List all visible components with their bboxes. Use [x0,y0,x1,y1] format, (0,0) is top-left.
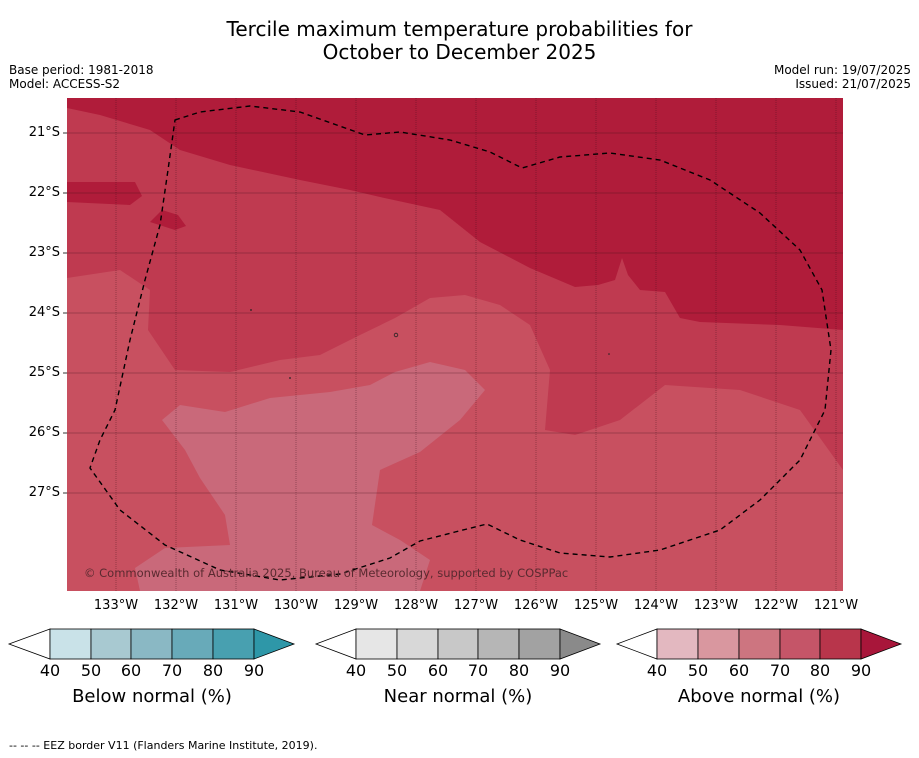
lon-label-127w: 127°W [453,598,499,613]
island-marker [393,332,399,338]
colorbar-near [314,628,602,660]
lon-label-122w: 122°W [753,598,799,613]
lon-label-125w: 125°W [573,598,619,613]
island-marker [608,353,610,355]
lat-label-27s: 27°S [28,485,60,500]
region-80-90-lobe [67,182,142,205]
model-name: Model: ACCESS-S2 [9,77,121,91]
cb-below-seg-1 [49,628,92,660]
cb-near-low-arrow [314,628,357,660]
cb-below-tick: 80 [202,661,224,680]
cb-above-tick: 60 [728,661,750,680]
cb-above-seg-4 [779,628,821,660]
lat-label-24s: 24°S [28,305,60,320]
cb-near-tick: 40 [345,661,367,680]
lat-label-25s: 25°S [28,365,60,380]
cb-below-tick: 40 [39,661,61,680]
cb-above-high-arrow [860,628,903,660]
lat-label-21s: 21°S [28,125,60,140]
cb-above-seg-5 [819,628,862,660]
cb-above-seg-3 [738,628,781,660]
cb-below-seg-4 [171,628,214,660]
cb-above-low-arrow [615,628,658,660]
cb-near-seg-3 [437,628,479,660]
lon-label-126w: 126°W [513,598,559,613]
cb-below-tick: 70 [161,661,183,680]
cb-near-tick: 50 [386,661,408,680]
region-50-60 [135,362,485,591]
copyright-text: © Commonwealth of Australia 2025, Bureau… [84,566,568,580]
cb-below-seg-2 [90,628,132,660]
cb-above-tick: 50 [687,661,709,680]
cb-near-seg-5 [518,628,561,660]
lon-label-124w: 124°W [633,598,679,613]
cb-below-tick: 90 [243,661,265,680]
cb-above-tick: 80 [809,661,831,680]
cb-near-tick: 60 [427,661,449,680]
cb-near-seg-2 [396,628,439,660]
cb-above-tick: 40 [646,661,668,680]
cb-below-low-arrow [7,628,51,660]
title-line-1: Tercile maximum temperature probabilitie… [226,17,693,41]
cb-below-seg-3 [130,628,173,660]
cb-above-seg-2 [697,628,740,660]
meta-left: Base period: 1981-2018 Model: ACCESS-S2 [9,63,154,91]
region-80-90-spot [150,210,186,230]
lon-label-132w: 132°W [153,598,199,613]
cb-near-seg-1 [355,628,398,660]
colorbar-above [615,628,903,660]
lon-label-133w: 133°W [93,598,139,613]
cb-near-tick: 80 [508,661,530,680]
cb-near-title: Near normal (%) [383,686,533,707]
lon-label-123w: 123°W [693,598,739,613]
eez-footnote: -- -- -- EEZ border V11 (Flanders Marine… [9,739,318,752]
cb-below-tick: 60 [120,661,142,680]
lon-label-131w: 131°W [213,598,259,613]
cb-near-seg-4 [477,628,520,660]
axis-ticks [63,132,67,494]
cb-near-tick: 90 [549,661,571,680]
cb-below-high-arrow [253,628,296,660]
meta-right: Model run: 19/07/2025 Issued: 21/07/2025 [774,63,911,91]
lon-label-130w: 130°W [273,598,319,613]
lon-label-128w: 128°W [393,598,439,613]
island-marker [289,377,291,379]
cb-near-tick: 70 [467,661,489,680]
lat-label-23s: 23°S [28,245,60,260]
island-marker [250,309,252,311]
colorbar-below [7,628,296,660]
lon-label-121w: 121°W [813,598,859,613]
base-period: Base period: 1981-2018 [9,63,154,77]
grid-lat [67,132,843,494]
model-run: Model run: 19/07/2025 [773,63,911,77]
cb-below-seg-5 [212,628,255,660]
cb-below-title: Below normal (%) [72,686,232,707]
eez-border [89,105,832,581]
issued-date: Issued: 21/07/2025 [795,77,911,91]
lon-label-129w: 129°W [333,598,379,613]
cb-below-tick: 50 [80,661,102,680]
title-line-2: October to December 2025 [322,40,597,64]
cb-above-tick: 90 [850,661,872,680]
lat-label-22s: 22°S [28,185,60,200]
cb-above-seg-1 [656,628,699,660]
region-80-90 [67,98,843,330]
chart-title: Tercile maximum temperature probabilitie… [0,18,919,64]
map-fill [67,98,843,591]
cb-above-tick: 70 [769,661,791,680]
cb-above-title: Above normal (%) [677,686,841,707]
lat-label-26s: 26°S [28,425,60,440]
cb-near-high-arrow [559,628,602,660]
grid [115,98,837,591]
